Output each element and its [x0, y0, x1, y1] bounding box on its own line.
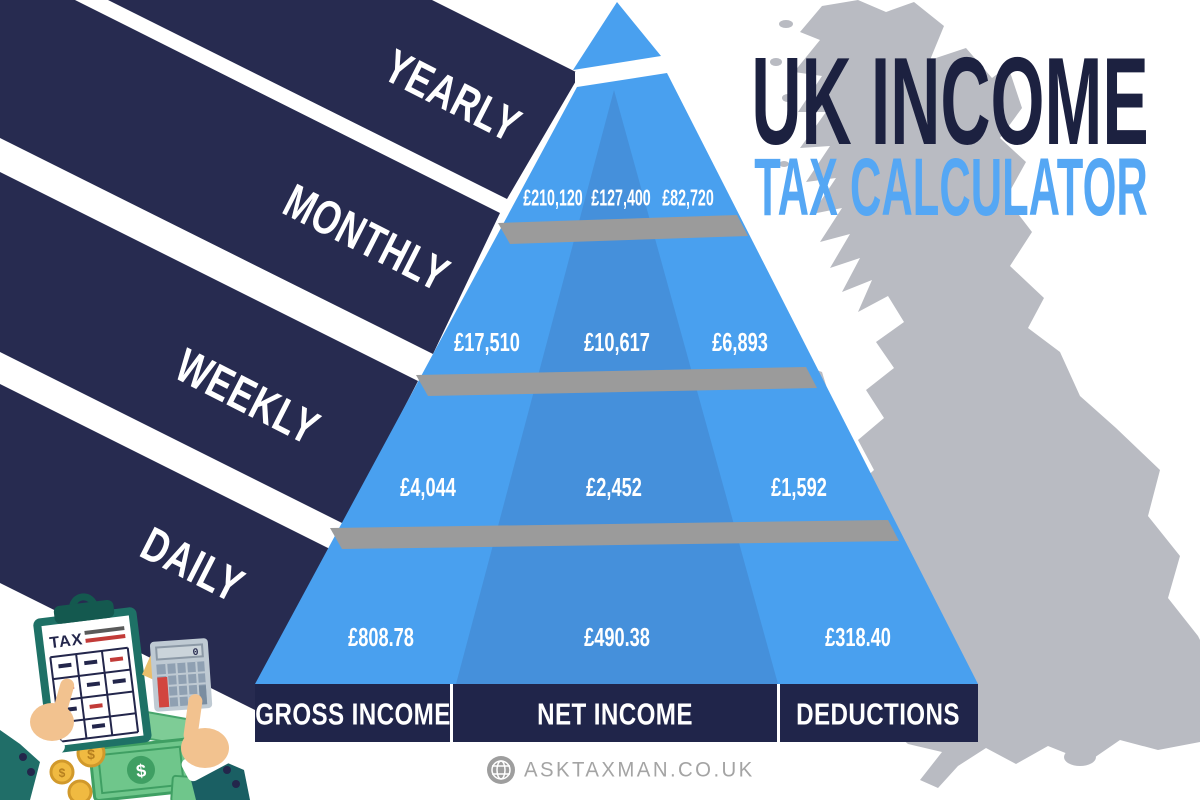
banknote: $ — [88, 737, 194, 800]
left-hand — [0, 678, 75, 800]
value-weekly-net: £2,452 — [586, 472, 642, 502]
value-weekly-deductions: £1,592 — [771, 472, 827, 502]
calculator-display: 0 — [192, 648, 199, 659]
column-header-deductions: DEDUCTIONS — [796, 696, 960, 732]
separator-yearly-monthly — [498, 215, 748, 244]
ribbon-daily — [0, 384, 330, 726]
bar-divider — [450, 684, 453, 742]
value-yearly-deductions: £82,720 — [662, 184, 714, 211]
map-island — [765, 129, 775, 135]
ribbon-weekly — [0, 172, 418, 524]
column-header-gross: GROSS INCOME — [255, 696, 451, 732]
map-island — [782, 94, 794, 102]
tax-label: TAX — [49, 631, 85, 652]
map-isle-of-wight — [1064, 748, 1096, 766]
value-monthly-gross: £17,510 — [454, 327, 520, 357]
tier-separators — [330, 215, 899, 549]
value-weekly-gross: £4,044 — [400, 472, 456, 502]
title-line2: TAX CALCULATOR — [754, 142, 1148, 233]
svg-text:$: $ — [87, 746, 95, 762]
ribbon-bands — [0, 0, 580, 726]
bottom-bar — [255, 684, 978, 742]
tax-illustration: $ $ $ TAX — [0, 593, 250, 800]
svg-text:$: $ — [135, 760, 147, 781]
globe-icon — [487, 756, 515, 784]
ribbon-monthly — [0, 0, 500, 354]
value-yearly-net: £127,400 — [591, 184, 651, 211]
separator-weekly-daily — [330, 520, 899, 549]
bar-divider — [777, 684, 780, 742]
map-island — [770, 58, 782, 66]
pyramid-apex-cap — [573, 2, 661, 70]
value-yearly-gross: £210,120 — [523, 184, 583, 211]
pyramid-apex-divider — [575, 57, 665, 85]
value-daily-net: £490.38 — [584, 622, 650, 652]
map-island — [779, 161, 789, 167]
title-line1: UK INCOME — [751, 33, 1149, 171]
value-daily-gross: £808.78 — [348, 622, 414, 652]
svg-text:$: $ — [59, 766, 66, 780]
calculator: 0 — [149, 638, 213, 712]
column-header-net: NET INCOME — [537, 696, 693, 732]
separator-monthly-weekly — [416, 367, 817, 396]
value-monthly-net: £10,617 — [584, 327, 650, 357]
ribbon-yearly — [108, 0, 580, 199]
value-monthly-deductions: £6,893 — [712, 327, 768, 357]
calculator-red-keys — [157, 676, 170, 708]
right-hand — [181, 694, 250, 800]
value-daily-deductions: £318.40 — [825, 622, 891, 652]
map-island — [779, 20, 793, 28]
footer-site-url: ASKTAXMAN.CO.UK — [524, 758, 755, 782]
